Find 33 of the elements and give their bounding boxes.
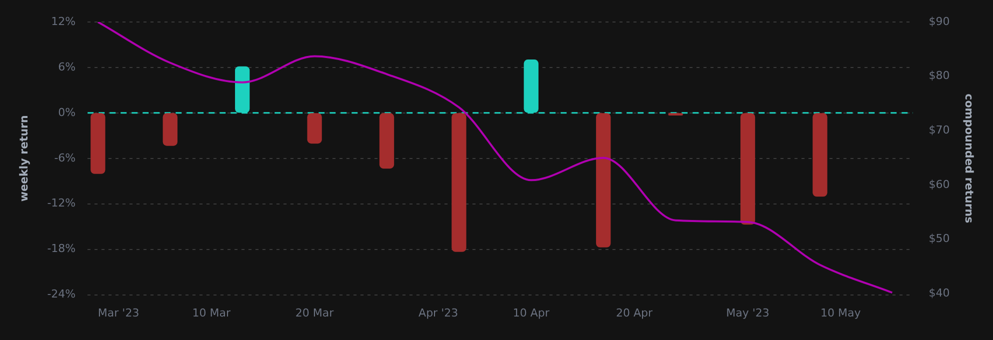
y2-tick-label: $80 [928, 69, 950, 82]
x-tick-label: Mar '23 [98, 306, 140, 320]
y-tick-label: -6% [54, 151, 76, 164]
x-tick-label: 20 Apr [616, 306, 654, 320]
y-tick-label: -18% [47, 242, 76, 256]
bar [668, 113, 683, 116]
bar [452, 113, 466, 252]
y-axis-title: weekly return [17, 115, 30, 202]
bar [596, 113, 611, 248]
y-tick-label: -24% [47, 288, 76, 301]
y2-axis-title: compounded returns [962, 94, 976, 224]
bar [90, 113, 106, 174]
bar [812, 113, 828, 197]
y2-tick-label: $70 [928, 124, 950, 137]
y-tick-label: 0% [58, 106, 76, 119]
x-tick-label: May '23 [726, 306, 770, 320]
y-tick-label: -12% [47, 196, 76, 210]
x-tick-label: Apr '23 [418, 306, 458, 320]
y2-tick-label: $40 [928, 286, 950, 300]
y-tick-label: 6% [58, 60, 76, 74]
y-tick-label: 12% [51, 14, 76, 28]
x-tick-label: 10 Mar [192, 306, 231, 320]
bar [162, 113, 178, 146]
x-tick-label: 20 Mar [295, 306, 334, 320]
y2-tick-label: $60 [928, 178, 950, 191]
y2-tick-label: $50 [928, 232, 950, 246]
line-series [96, 22, 894, 294]
bar [307, 113, 322, 144]
x-tick-label: 10 May [820, 306, 862, 320]
bar [379, 113, 394, 169]
y2-tick-label: $90 [928, 14, 950, 28]
x-tick-label: 10 Apr [512, 306, 550, 320]
bar [740, 113, 756, 225]
